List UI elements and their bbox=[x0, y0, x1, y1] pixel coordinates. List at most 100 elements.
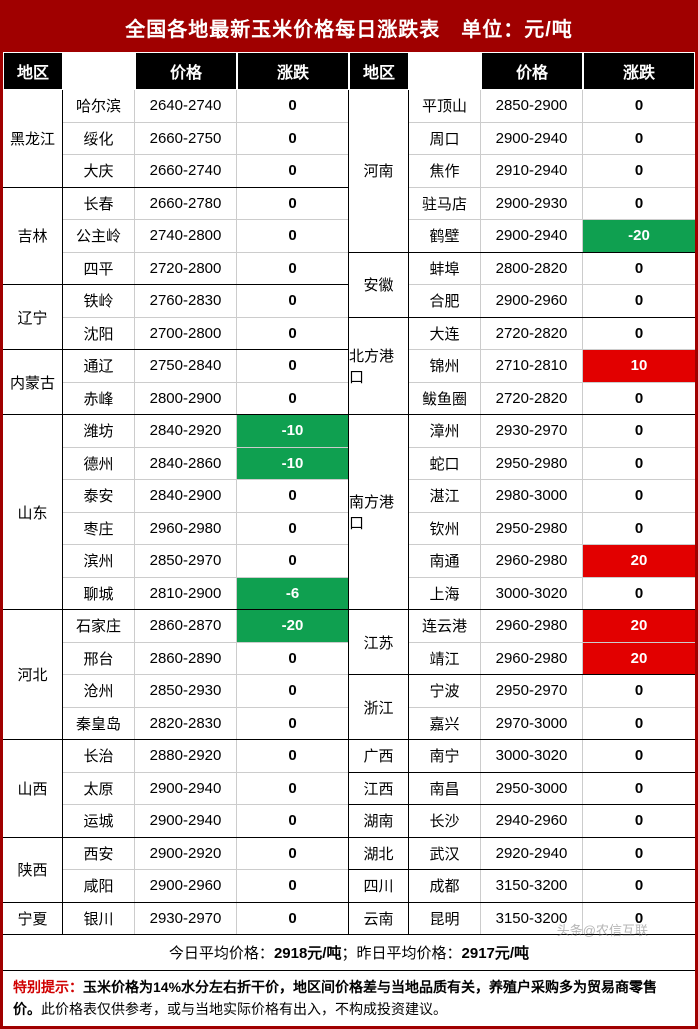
right-column: 河南平顶山2850-29000周口2900-29400焦作2910-29400驻… bbox=[349, 90, 695, 934]
avg-yesterday-label: 昨日平均价格： bbox=[357, 945, 462, 962]
province-cell: 辽宁 bbox=[3, 285, 63, 349]
change-cell: 0 bbox=[583, 415, 695, 447]
change-cell: 0 bbox=[583, 740, 695, 772]
change-cell: -6 bbox=[237, 578, 348, 610]
price-cell: 2970-3000 bbox=[481, 708, 583, 740]
price-cell: 2900-2940 bbox=[135, 773, 237, 805]
average-row: 今日平均价格：2918元/吨；昨日平均价格：2917元/吨 bbox=[3, 934, 695, 970]
province-group: 南方港口漳州2930-29700蛇口2950-29800湛江2980-30000… bbox=[349, 415, 695, 610]
city-cell: 银川 bbox=[63, 903, 135, 935]
province-group: 内蒙古通辽2750-28400赤峰2800-29000 bbox=[3, 350, 348, 415]
table-row: 鲅鱼圈2720-28200 bbox=[409, 383, 695, 415]
avg-today-label: 今日平均价格： bbox=[169, 945, 274, 962]
city-cell: 太原 bbox=[63, 773, 135, 805]
province-cell: 北方港口 bbox=[349, 318, 409, 415]
city-cell: 邢台 bbox=[63, 643, 135, 675]
province-cell: 黑龙江 bbox=[3, 90, 63, 187]
province-cell: 安徽 bbox=[349, 253, 409, 317]
province-cell: 内蒙古 bbox=[3, 350, 63, 414]
province-rows: 漳州2930-29700蛇口2950-29800湛江2980-30000钦州29… bbox=[409, 415, 695, 609]
price-cell: 2820-2830 bbox=[135, 708, 237, 740]
province-group: 河南平顶山2850-29000周口2900-29400焦作2910-29400驻… bbox=[349, 90, 695, 253]
table-row: 大连2720-28200 bbox=[409, 318, 695, 351]
table-row: 合肥2900-29600 bbox=[409, 285, 695, 317]
price-cell: 2900-2940 bbox=[481, 123, 583, 155]
change-cell: 0 bbox=[583, 383, 695, 415]
province-rows: 武汉2920-29400 bbox=[409, 838, 695, 870]
city-cell: 鲅鱼圈 bbox=[409, 383, 481, 415]
city-cell: 绥化 bbox=[63, 123, 135, 155]
table-row: 滨州2850-29700 bbox=[63, 545, 348, 578]
change-cell: 0 bbox=[237, 838, 348, 870]
table-title: 全国各地最新玉米价格每日涨跌表 单位：元/吨 bbox=[3, 3, 695, 52]
header-price-left: 价格 bbox=[135, 52, 237, 90]
left-column: 黑龙江哈尔滨2640-27400绥化2660-27500大庆2660-27400… bbox=[3, 90, 349, 934]
city-cell: 四平 bbox=[63, 253, 135, 285]
city-cell: 长沙 bbox=[409, 805, 481, 837]
province-rows: 长春2660-27800公主岭2740-28000四平2720-28000 bbox=[63, 188, 348, 285]
change-cell: -20 bbox=[237, 610, 348, 642]
price-cell: 2950-2980 bbox=[481, 448, 583, 480]
table-row: 南昌2950-30000 bbox=[409, 773, 695, 805]
price-cell: 2930-2970 bbox=[135, 903, 237, 935]
price-cell: 2810-2900 bbox=[135, 578, 237, 610]
province-cell: 湖北 bbox=[349, 838, 409, 870]
city-cell: 宁波 bbox=[409, 675, 481, 707]
change-cell: 0 bbox=[583, 285, 695, 317]
city-cell: 长治 bbox=[63, 740, 135, 772]
price-cell: 2960-2980 bbox=[481, 643, 583, 675]
avg-today-value: 2918元/吨 bbox=[274, 945, 342, 962]
province-cell: 江西 bbox=[349, 773, 409, 805]
city-cell: 锦州 bbox=[409, 350, 481, 382]
change-cell: 0 bbox=[237, 123, 348, 155]
province-rows: 昆明3150-32000 bbox=[409, 903, 695, 935]
city-cell: 德州 bbox=[63, 448, 135, 480]
province-rows: 通辽2750-28400赤峰2800-29000 bbox=[63, 350, 348, 414]
province-rows: 连云港2960-298020靖江2960-298020 bbox=[409, 610, 695, 674]
price-cell: 2900-2940 bbox=[135, 805, 237, 837]
price-cell: 3000-3020 bbox=[481, 578, 583, 610]
price-cell: 2660-2740 bbox=[135, 155, 237, 187]
province-rows: 蚌埠2800-28200合肥2900-29600 bbox=[409, 253, 695, 317]
note-row: 特别提示：玉米价格为14%水分左右折干价，地区间价格差与当地品质有关，养殖户采购… bbox=[3, 970, 695, 1026]
province-rows: 西安2900-29200咸阳2900-29600 bbox=[63, 838, 348, 902]
city-cell: 昆明 bbox=[409, 903, 481, 935]
price-cell: 2860-2890 bbox=[135, 643, 237, 675]
province-group: 江苏连云港2960-298020靖江2960-298020 bbox=[349, 610, 695, 675]
change-cell: -10 bbox=[237, 415, 348, 447]
price-cell: 2840-2920 bbox=[135, 415, 237, 447]
price-cell: 2720-2820 bbox=[481, 383, 583, 415]
change-cell: 0 bbox=[237, 480, 348, 512]
change-cell: 0 bbox=[583, 578, 695, 610]
price-cell: 2850-2930 bbox=[135, 675, 237, 707]
province-rows: 哈尔滨2640-27400绥化2660-27500大庆2660-27400 bbox=[63, 90, 348, 187]
table-row: 周口2900-29400 bbox=[409, 123, 695, 156]
change-cell: 0 bbox=[583, 448, 695, 480]
change-cell: 0 bbox=[237, 318, 348, 350]
table-row: 四平2720-28000 bbox=[63, 253, 348, 285]
price-cell: 2960-2980 bbox=[481, 610, 583, 642]
city-cell: 平顶山 bbox=[409, 90, 481, 122]
change-cell: 10 bbox=[583, 350, 695, 382]
change-cell: 0 bbox=[237, 805, 348, 837]
change-cell: 0 bbox=[583, 773, 695, 805]
table-row: 沈阳2700-28000 bbox=[63, 318, 348, 350]
price-cell: 2960-2980 bbox=[135, 513, 237, 545]
city-cell: 蚌埠 bbox=[409, 253, 481, 285]
province-group: 黑龙江哈尔滨2640-27400绥化2660-27500大庆2660-27400 bbox=[3, 90, 348, 188]
province-group: 四川成都3150-32000 bbox=[349, 870, 695, 903]
table-row: 潍坊2840-2920-10 bbox=[63, 415, 348, 448]
change-cell: 0 bbox=[237, 643, 348, 675]
city-cell: 哈尔滨 bbox=[63, 90, 135, 122]
change-cell: 0 bbox=[583, 155, 695, 187]
table-row: 哈尔滨2640-27400 bbox=[63, 90, 348, 123]
price-cell: 2710-2810 bbox=[481, 350, 583, 382]
province-rows: 大连2720-28200锦州2710-281010鲅鱼圈2720-28200 bbox=[409, 318, 695, 415]
table-row: 蛇口2950-29800 bbox=[409, 448, 695, 481]
change-cell: 0 bbox=[237, 90, 348, 122]
city-cell: 合肥 bbox=[409, 285, 481, 317]
header-price-right: 价格 bbox=[481, 52, 583, 90]
province-rows: 长沙2940-29600 bbox=[409, 805, 695, 837]
table-row: 邢台2860-28900 bbox=[63, 643, 348, 676]
change-cell: 0 bbox=[583, 675, 695, 707]
